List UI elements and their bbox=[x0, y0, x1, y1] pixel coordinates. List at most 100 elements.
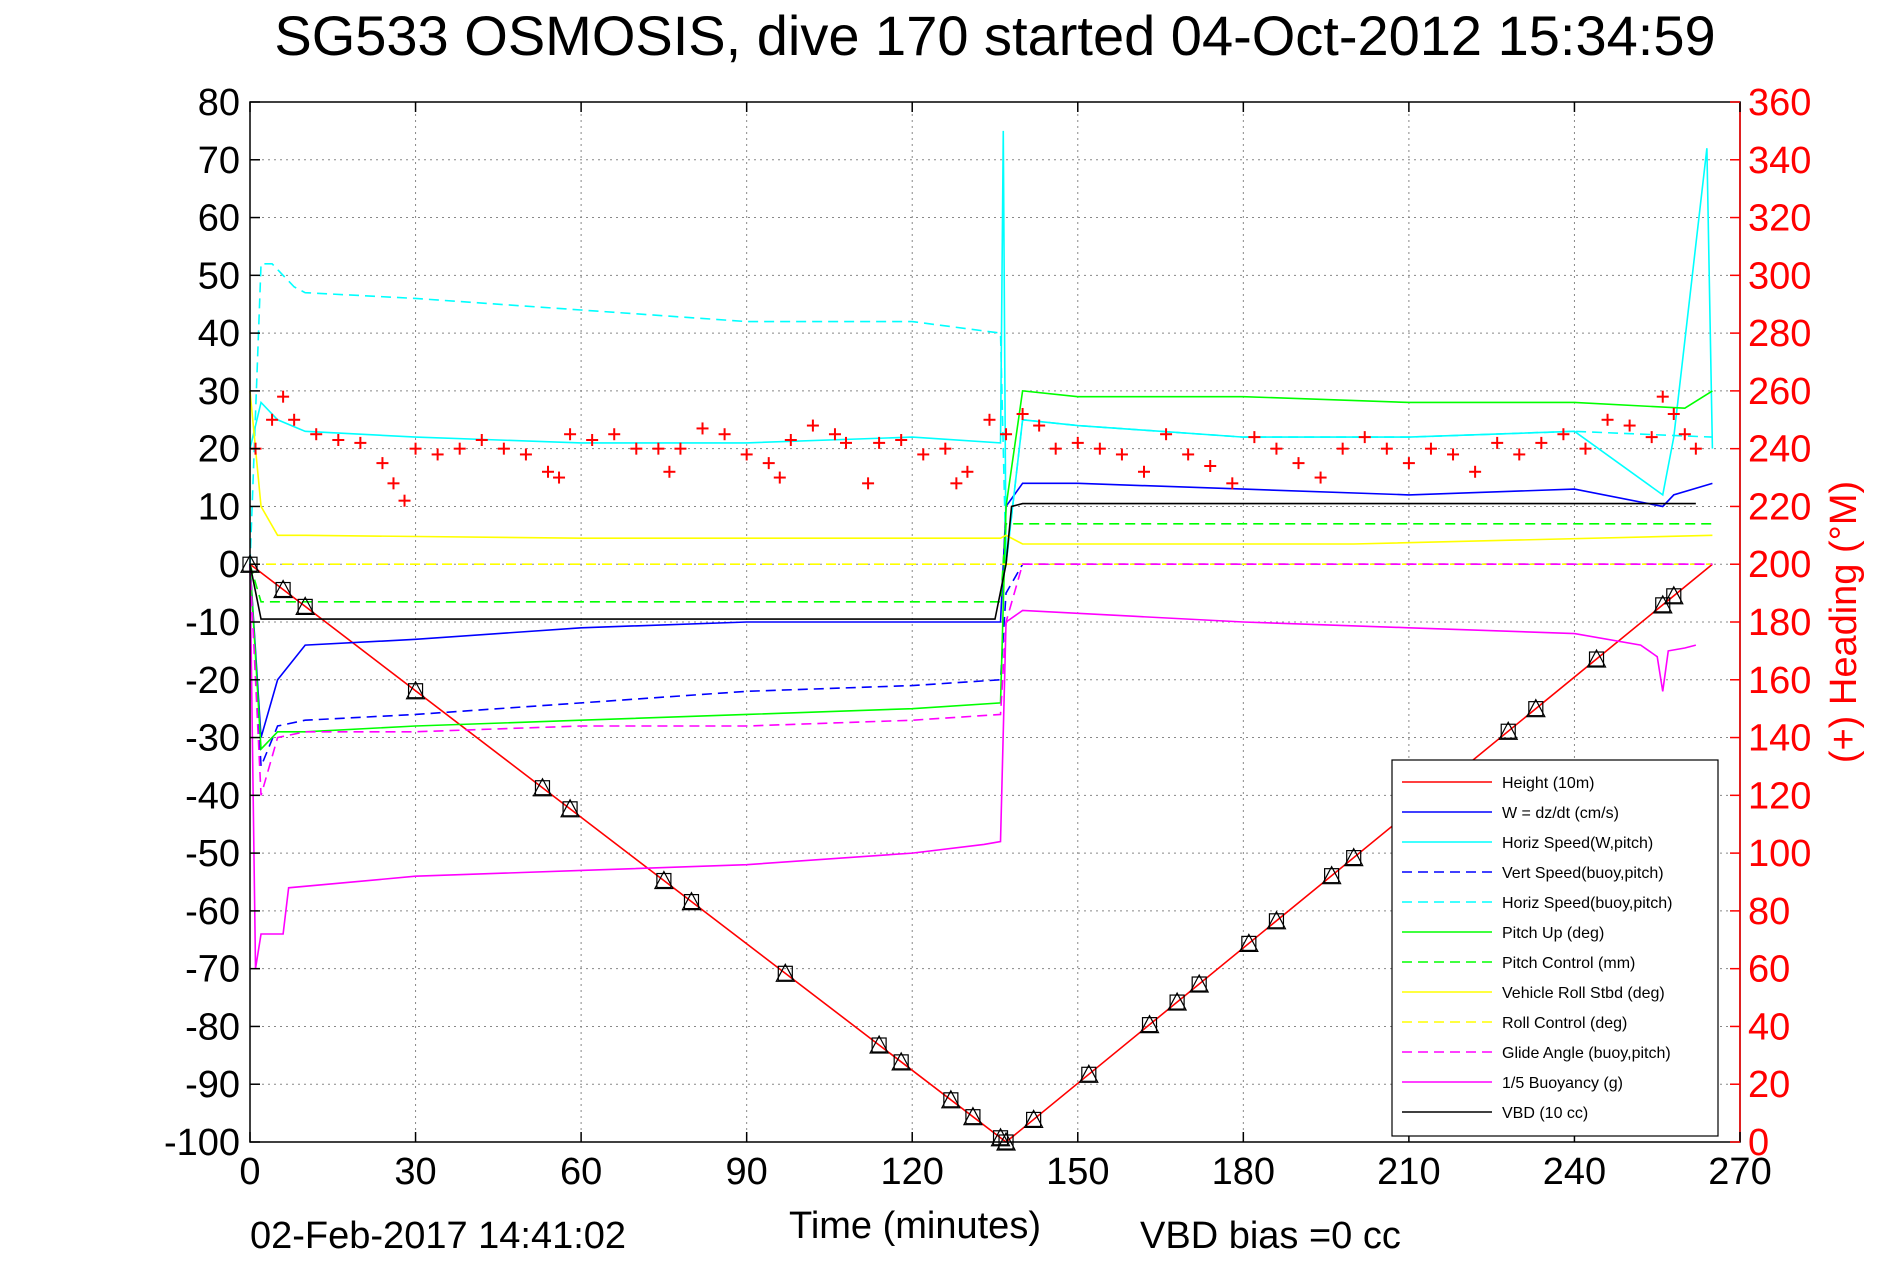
heading-point bbox=[1160, 428, 1173, 441]
heading-point bbox=[1623, 419, 1636, 432]
height-marker bbox=[1498, 720, 1519, 740]
heading-point bbox=[1336, 442, 1349, 455]
legend-entry: Horiz Speed(buoy,pitch) bbox=[1502, 895, 1672, 912]
right-y-tick-label: 320 bbox=[1748, 198, 1811, 240]
series-layer bbox=[249, 130, 1714, 1144]
legend-entry: 1/5 Buoyancy (g) bbox=[1502, 1075, 1623, 1092]
y-tick-label: 40 bbox=[198, 313, 240, 355]
series-line-6 bbox=[249, 522, 1713, 603]
x-tick-label: 210 bbox=[1377, 1151, 1440, 1193]
series-line-3 bbox=[249, 563, 1713, 767]
heading-point bbox=[288, 413, 301, 426]
legend-entry: Pitch Up (deg) bbox=[1502, 925, 1604, 942]
x-tick-label: 0 bbox=[239, 1151, 260, 1193]
x-tick-label: 180 bbox=[1212, 1151, 1275, 1193]
heading-point bbox=[1645, 431, 1658, 444]
height-marker bbox=[1586, 648, 1607, 668]
heading-point bbox=[630, 442, 643, 455]
heading-point bbox=[1071, 436, 1084, 449]
height-marker bbox=[653, 870, 674, 890]
heading-point bbox=[762, 457, 775, 470]
right-y-tick-label: 360 bbox=[1748, 82, 1811, 124]
right-y-tick-label: 260 bbox=[1748, 371, 1811, 413]
x-tick-label: 30 bbox=[394, 1151, 436, 1193]
heading-point bbox=[773, 471, 786, 484]
heading-markers bbox=[249, 390, 1702, 507]
right-y-tick-label: 200 bbox=[1748, 544, 1811, 586]
heading-point bbox=[354, 436, 367, 449]
x-tick-label: 60 bbox=[560, 1151, 602, 1193]
right-y-tick-label: 0 bbox=[1748, 1122, 1769, 1164]
heading-point bbox=[1678, 428, 1691, 441]
y-tick-label: -20 bbox=[185, 660, 240, 702]
heading-point bbox=[895, 434, 908, 446]
x-axis-ticks: 0 30 60 90 120 150 180 210 240 270 bbox=[239, 102, 1772, 1193]
y-tick-label: 20 bbox=[198, 429, 240, 471]
height-marker bbox=[1167, 991, 1188, 1011]
height-marker bbox=[1238, 933, 1259, 952]
height-marker bbox=[775, 963, 796, 982]
heading-point bbox=[652, 442, 665, 455]
heading-point bbox=[950, 477, 963, 490]
height-marker bbox=[532, 777, 553, 797]
heading-point bbox=[1491, 436, 1504, 449]
heading-point bbox=[376, 457, 389, 470]
right-y-tick-label: 180 bbox=[1748, 602, 1811, 644]
heading-point bbox=[1689, 442, 1702, 455]
right-y-tick-label: 240 bbox=[1748, 429, 1811, 471]
series-line-11 bbox=[249, 502, 1696, 620]
x-tick-label: 240 bbox=[1543, 1151, 1606, 1193]
heading-point bbox=[840, 436, 852, 449]
heading-point bbox=[828, 428, 841, 441]
legend-entry: VBD (10 cc) bbox=[1502, 1105, 1588, 1122]
y-tick-label: 0 bbox=[219, 544, 240, 586]
height-marker bbox=[990, 1127, 1011, 1147]
heading-point bbox=[1358, 431, 1371, 444]
heading-point bbox=[1000, 428, 1013, 441]
series-line-10 bbox=[249, 564, 1697, 969]
series-line-4 bbox=[249, 262, 1713, 565]
heading-point bbox=[453, 442, 466, 455]
right-y-tick-label: 20 bbox=[1748, 1064, 1790, 1106]
heading-point bbox=[740, 448, 753, 461]
y-tick-label: -10 bbox=[185, 602, 240, 644]
height-marker bbox=[295, 596, 316, 615]
height-marker bbox=[1078, 1064, 1099, 1083]
heading-point bbox=[398, 494, 411, 507]
heading-point bbox=[564, 428, 577, 441]
heading-point bbox=[1033, 419, 1046, 432]
height-marker bbox=[1321, 865, 1342, 885]
footer-vbd-bias: VBD bias =0 cc bbox=[1140, 1215, 1401, 1257]
heading-point bbox=[784, 434, 797, 446]
x-tick-label: 150 bbox=[1046, 1151, 1109, 1193]
right-y-axis-label: (+) Heading (°M) bbox=[1823, 481, 1865, 763]
height-marker bbox=[869, 1034, 890, 1054]
heading-point bbox=[332, 434, 345, 446]
heading-point bbox=[553, 471, 566, 484]
y-tick-label: 80 bbox=[198, 82, 240, 124]
heading-point bbox=[1469, 465, 1482, 478]
height-marker bbox=[940, 1089, 961, 1109]
heading-point bbox=[961, 465, 974, 478]
heading-point bbox=[917, 448, 930, 461]
y-tick-label: -70 bbox=[185, 949, 240, 991]
right-y-tick-label: 140 bbox=[1748, 718, 1811, 760]
heading-point bbox=[586, 434, 599, 446]
heading-point bbox=[409, 442, 422, 455]
y-tick-label: 60 bbox=[198, 198, 240, 240]
heading-point bbox=[696, 422, 709, 435]
height-marker bbox=[1525, 698, 1546, 718]
right-y-axis-ticks: 0 20 40 60 80 100 120 140 160 180 200 220 240 260 280 3… bbox=[1730, 82, 1811, 1164]
y-tick-label: -100 bbox=[164, 1122, 240, 1164]
series-line-5 bbox=[249, 390, 1713, 751]
series-line-9 bbox=[249, 563, 1713, 796]
height-marker bbox=[962, 1106, 983, 1126]
heading-point bbox=[1049, 442, 1062, 455]
y-tick-label: -30 bbox=[185, 718, 240, 760]
right-y-tick-label: 280 bbox=[1748, 313, 1811, 355]
right-y-tick-label: 160 bbox=[1748, 660, 1811, 702]
heading-point bbox=[519, 448, 532, 461]
y-tick-label: 50 bbox=[198, 255, 240, 297]
series-line-1 bbox=[249, 482, 1713, 738]
